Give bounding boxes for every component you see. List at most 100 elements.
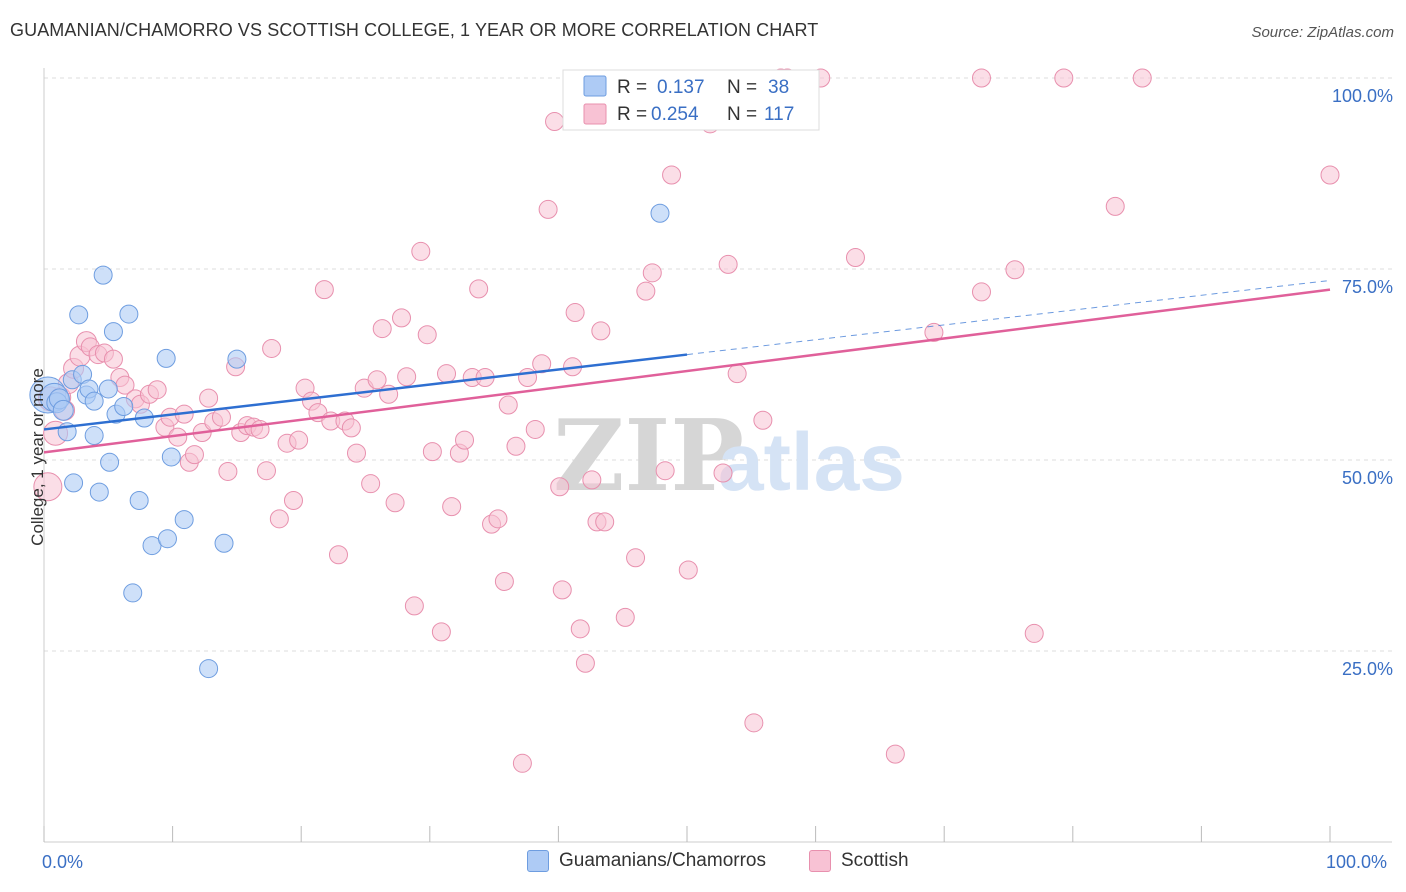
watermark: ZIP atlas [553,399,905,514]
scottish-point-108 [885,744,905,764]
trend-lines [43,279,1331,454]
guamanian-point-4 [52,399,74,421]
scottish-point-63 [437,364,457,384]
scottish-point-82 [552,580,572,600]
guamanian-point-12 [84,391,104,411]
x-tick-label-right: 100.0% [1326,852,1388,872]
scottish-trend-line [43,288,1331,454]
grid-layer [44,77,1392,652]
guamanian-trend-extension [686,279,1331,356]
stats-legend: R = 0.137 N = 38 R = 0.254 N = 117 [562,69,820,131]
r-label-pink: R = [617,104,647,125]
scottish-point-58 [404,596,424,616]
n-value-blue: 38 [768,77,789,98]
scottish-point-103 [753,410,773,430]
legend-item-guamanians[interactable]: Guamanians/Chamorros [527,850,766,872]
blue-swatch [583,75,607,97]
guamanian-point-14 [89,482,109,502]
legend-swatch-blue [527,850,549,872]
scottish-point-48 [341,418,361,438]
scottish-point-18 [147,380,167,400]
scottish-point-57 [397,367,417,387]
n-label-blue: N = [727,77,757,98]
scottish-point-80 [545,112,565,132]
scottish-point-116 [1132,68,1152,88]
scottish-point-87 [582,470,602,490]
scottish-point-35 [256,461,276,481]
scottish-point-44 [314,280,334,300]
scottish-point-49 [346,443,366,463]
scottish-point-117 [1320,165,1340,185]
scottish-point-59 [411,241,431,261]
scottish-point-56 [392,308,412,328]
guamanian-point-15 [93,265,113,285]
guamanian-point-17 [100,452,120,472]
guamanian-point-20 [114,397,134,417]
guamanian-point-30 [199,659,219,679]
guamanian-point-7 [64,473,84,493]
scottish-point-24 [184,445,204,465]
scottish-point-81 [550,477,570,497]
scottish-point-109 [924,322,944,342]
x-tick-label-left: 0.0% [42,852,84,872]
scottish-point-110 [971,68,991,88]
scottish-point-94 [642,263,662,283]
legend-label-guamanians: Guamanians/Chamorros [559,850,766,871]
y-tick-label-25: 25.0% [1342,659,1393,679]
axis-layer [43,68,1392,843]
scottish-point-74 [506,436,526,456]
scottish-point-101 [727,364,747,384]
chart-title: GUAMANIAN/CHAMORRO VS SCOTTISH COLLEGE, … [10,20,819,40]
guamanian-points [29,203,670,679]
scottish-point-60 [417,325,437,345]
guamanian-point-27 [157,529,177,549]
n-label-pink: N = [727,104,757,125]
y-tick-label-50: 50.0% [1342,468,1393,488]
guamanian-point-13 [84,426,104,446]
scottish-point-71 [488,509,508,529]
scottish-point-84 [565,303,585,323]
scottish-point-37 [269,509,289,529]
scottish-point-28 [211,407,231,427]
scottish-point-79 [538,199,558,219]
watermark-atlas: atlas [718,417,905,508]
scottish-point-68 [469,279,489,299]
guamanian-point-8 [69,305,89,325]
scottish-point-73 [498,395,518,415]
scottish-point-52 [367,370,387,390]
guamanian-point-31 [214,533,234,553]
scottish-point-96 [662,165,682,185]
scottish-point-97 [678,560,698,580]
scottish-point-102 [744,713,764,733]
scottish-point-89 [591,321,611,341]
source-label: Source: ZipAtlas.com [1251,24,1394,41]
r-value-blue: 0.137 [657,77,705,98]
guamanian-point-21 [119,304,139,324]
scottish-point-77 [525,419,545,439]
scottish-point-46 [328,545,348,565]
scottish-point-113 [1024,623,1044,643]
n-value-pink: 117 [764,104,794,125]
guamanian-point-33 [650,203,670,223]
guamanian-point-18 [103,322,123,342]
guamanian-point-32 [227,349,247,369]
scottish-point-64 [442,497,462,517]
legend-item-scottish[interactable]: Scottish [809,850,909,872]
scottish-point-111 [971,282,991,302]
scottish-point-115 [1105,196,1125,216]
r-value-pink: 0.254 [651,104,699,125]
scottish-point-51 [361,474,381,494]
guamanian-point-26 [156,348,176,368]
scottish-point-66 [455,430,475,450]
scottish-point-114 [1054,68,1074,88]
scottish-point-26 [199,388,219,408]
scottish-point-0 [33,472,63,502]
scottish-point-72 [494,571,514,591]
guamanian-trend-line [43,353,688,431]
legend-label-scottish: Scottish [841,850,909,871]
r-label-blue: R = [617,77,647,98]
guamanian-point-28 [161,447,181,467]
watermark-zip: ZIP [553,399,744,514]
scottish-point-75 [512,753,532,773]
scottish-point-95 [655,461,675,481]
